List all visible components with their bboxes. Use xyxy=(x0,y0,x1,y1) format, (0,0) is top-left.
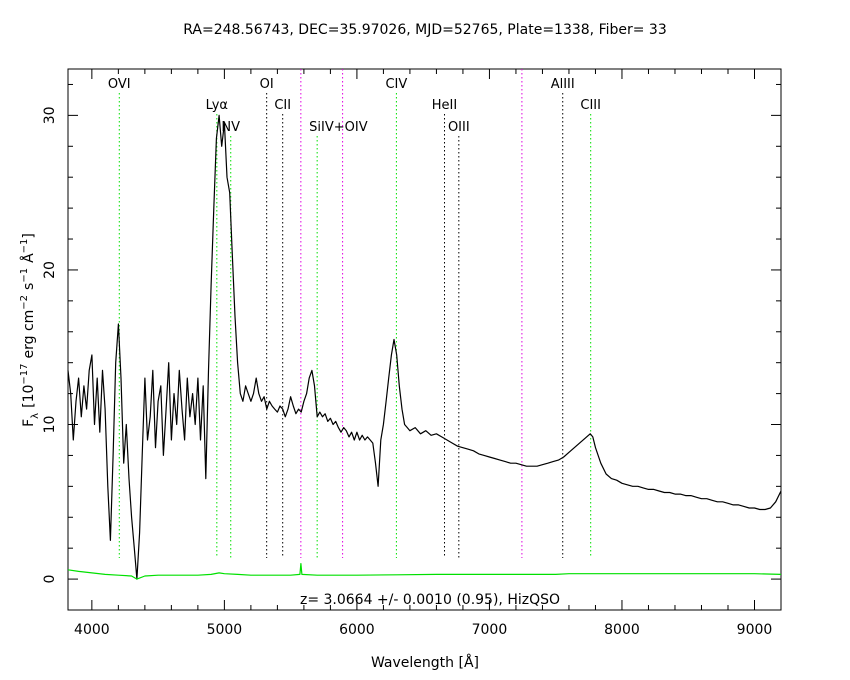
line-label-6: SiIV+OIV xyxy=(309,120,368,135)
y-label-exp1b: −1 xyxy=(19,239,30,254)
y-label-angstrom: Å xyxy=(20,253,37,263)
line-label-3: OI xyxy=(260,77,274,92)
x-tick-label-0: 4000 xyxy=(74,622,110,638)
x-tick-label-4: 8000 xyxy=(604,622,640,638)
plot-frame xyxy=(67,68,782,611)
y-label-erg: erg cm xyxy=(21,310,37,359)
x-tick-label-3: 7000 xyxy=(472,622,508,638)
line-label-2: NV xyxy=(221,120,240,135)
x-axis: 4000 5000 6000 7000 8000 9000 xyxy=(74,69,782,638)
y-label-lambda: λ xyxy=(30,413,41,419)
line-label-0: OVI xyxy=(108,77,131,92)
y-axis: 0 10 20 30 xyxy=(42,83,781,584)
y-label-exp1a: −1 xyxy=(19,268,30,283)
x-axis-label: Wavelength [Å] xyxy=(371,654,479,671)
y-axis-label: Fλ[10−17erg cm−2s−1Å−1] xyxy=(19,233,41,427)
line-label-13: CIII xyxy=(580,98,601,113)
x-tick-label-2: 6000 xyxy=(339,622,375,638)
line-label-1: Lyα xyxy=(206,98,228,113)
x-tick-label-5: 9000 xyxy=(737,622,773,638)
x-tick-label-1: 5000 xyxy=(207,622,243,638)
line-label-12: AlIII xyxy=(551,77,575,92)
spectrum-layer xyxy=(67,114,782,580)
y-tick-label-0: 0 xyxy=(42,575,58,584)
y-tick-label-3: 30 xyxy=(42,106,58,124)
redshift-annotation: z= 3.0664 +/- 0.0010 (0.95), HizQSO xyxy=(300,592,560,608)
y-tick-label-2: 20 xyxy=(42,261,58,279)
chart-title: RA=248.56743, DEC=35.97026, MJD=52765, P… xyxy=(183,22,667,38)
y-label-open: [10 xyxy=(21,385,37,408)
y-label-exp2: −2 xyxy=(19,295,30,310)
line-label-10: OIII xyxy=(448,120,470,135)
line-label-4: CII xyxy=(274,98,291,113)
line-label-9: HeII xyxy=(432,98,457,113)
series-line-1 xyxy=(67,563,782,580)
series-line-0 xyxy=(67,114,782,580)
y-tick-label-1: 10 xyxy=(42,416,58,434)
y-label-s: s xyxy=(21,283,37,290)
y-label-f: F xyxy=(21,419,37,427)
y-label-close: ] xyxy=(21,233,37,238)
line-label-8: CIV xyxy=(385,77,407,92)
y-label-exp17: −17 xyxy=(19,364,30,385)
